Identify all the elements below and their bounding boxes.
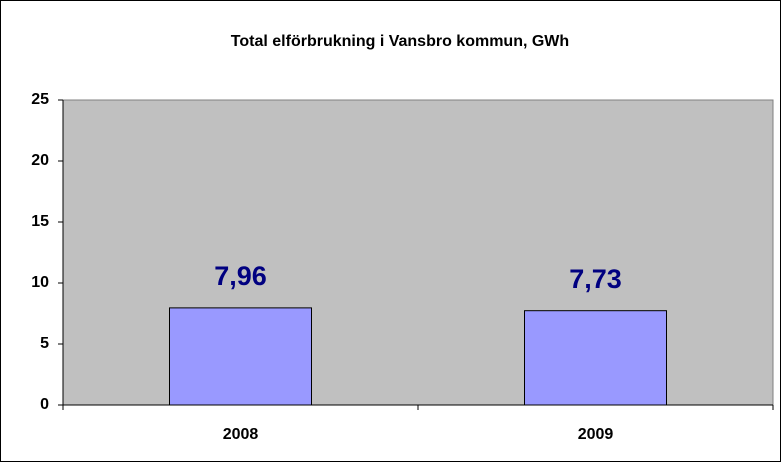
bar [524, 310, 667, 406]
y-tick-label: 5 [40, 335, 49, 352]
data-label: 7,73 [569, 264, 622, 294]
y-tick-label: 25 [31, 91, 49, 108]
data-label: 7,96 [214, 261, 267, 291]
y-tick-label: 0 [40, 396, 49, 413]
chart-title: Total elförbrukning i Vansbro kommun, GW… [231, 33, 569, 50]
y-tick-label: 10 [31, 274, 49, 291]
y-tick-label: 15 [31, 213, 49, 230]
x-tick-label: 2008 [223, 426, 259, 443]
y-tick-label: 20 [31, 152, 49, 169]
x-tick-label: 2009 [578, 426, 614, 443]
bar [169, 307, 312, 406]
